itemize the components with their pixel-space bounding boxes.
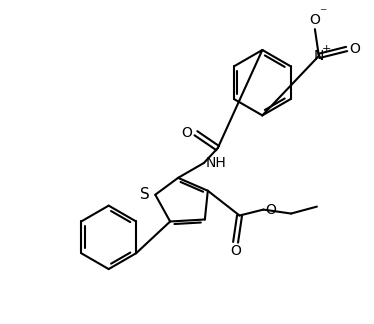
Text: O: O <box>230 244 241 258</box>
Text: N: N <box>314 49 324 63</box>
Text: O: O <box>309 13 321 27</box>
Text: ⁻: ⁻ <box>319 6 327 20</box>
Text: O: O <box>265 202 276 216</box>
Text: NH: NH <box>206 156 227 170</box>
Text: O: O <box>349 42 360 56</box>
Text: +: + <box>322 44 331 54</box>
Text: S: S <box>141 187 150 202</box>
Text: O: O <box>181 126 193 140</box>
